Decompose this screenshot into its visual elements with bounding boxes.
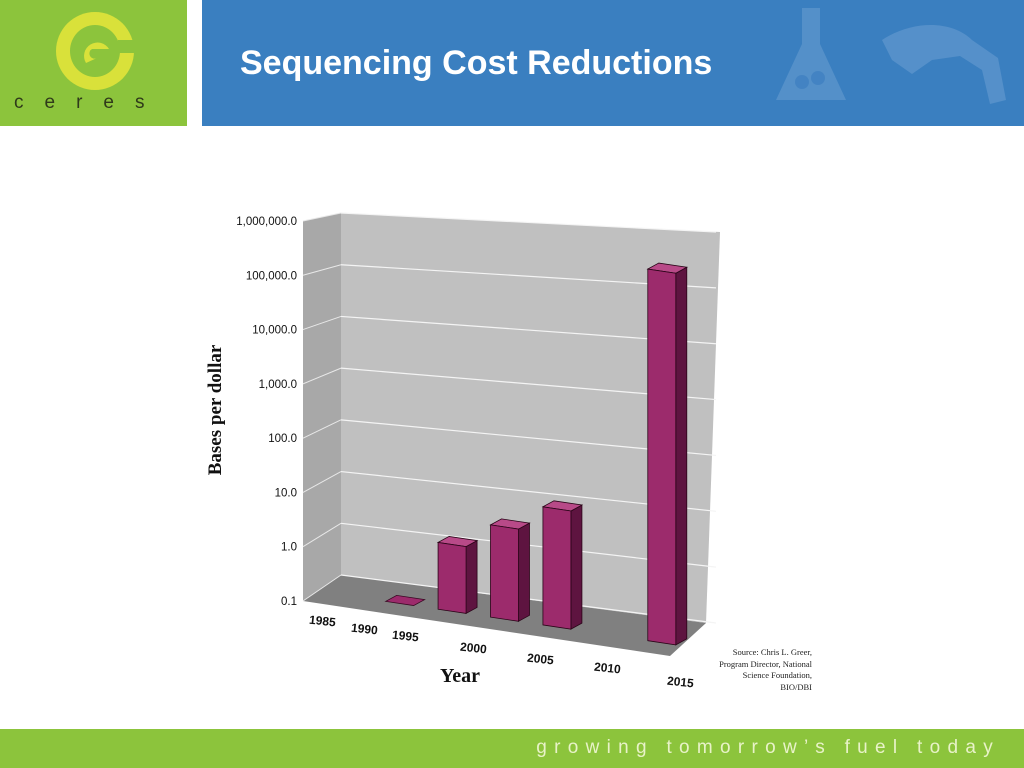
x-tick-label: 2005 [526, 651, 554, 668]
bar-side [518, 522, 530, 622]
bar-2015 [646, 262, 689, 646]
x-tick-label: 2010 [593, 660, 621, 677]
bar-top [384, 594, 426, 606]
x-tick-label: 2000 [459, 640, 487, 657]
y-tick-label: 10.0 [275, 487, 297, 499]
gridline-side [302, 419, 342, 439]
y-tick-label: 1,000,000.0 [236, 216, 297, 228]
ceres-logo-icon [56, 12, 138, 90]
gridline-side [302, 574, 342, 602]
bar-front [437, 541, 467, 614]
bar-front [490, 524, 519, 622]
bar-front [647, 268, 677, 646]
header-bar: Sequencing Cost Reductions [202, 0, 1024, 126]
footer-bar: growing tomorrow’s fuel today [0, 729, 1024, 768]
bar-side [570, 504, 583, 630]
y-tick-label: 100,000.0 [246, 270, 297, 282]
y-axis-ticks: 0.1 1.0 10.0 100.0 1,000.0 10,000.0 100,000.0 1… [236, 216, 297, 608]
x-tick-label: 1990 [350, 621, 378, 638]
chart-bars [384, 262, 689, 646]
gridline [340, 212, 717, 233]
gridline-side [302, 471, 342, 493]
x-tick-label: 1995 [391, 628, 419, 645]
gridline-side [302, 315, 342, 331]
gridline-side [302, 367, 342, 385]
x-tick-label: 1985 [308, 613, 336, 630]
ceres-logo: ceres [0, 0, 187, 126]
slide-title: Sequencing Cost Reductions [240, 44, 713, 82]
y-tick-label: 10,000.0 [252, 325, 297, 337]
bar-side [675, 266, 688, 646]
y-tick-label: 1,000.0 [259, 379, 297, 391]
bar-2000 [489, 518, 531, 622]
bar-1990 [384, 594, 426, 606]
fuel-nozzle-icon [882, 25, 1006, 104]
header-decoration [776, 8, 1006, 104]
bar-2005 [541, 500, 584, 630]
chart-back-wall [341, 213, 720, 623]
y-axis-label: Bases per dollar [205, 344, 226, 475]
bar-1995 [436, 536, 479, 615]
bar-side [465, 539, 478, 615]
tagline: growing tomorrow’s fuel today [536, 737, 1000, 758]
x-axis-ticks: 1985 1990 1995 2000 2005 2010 2015 [308, 613, 694, 691]
source-note: Source: Chris L. Greer, Program Director… [719, 647, 812, 692]
y-tick-label: 0.1 [281, 596, 297, 608]
logo-wordmark: ceres [14, 92, 166, 113]
chart-side-wall [303, 213, 341, 601]
flask-icon [776, 8, 846, 100]
gridline-side [302, 212, 342, 222]
bar-front [542, 506, 572, 630]
y-tick-label: 100.0 [268, 433, 297, 445]
gridline-side [302, 264, 342, 276]
gridline-side [302, 522, 342, 548]
y-tick-label: 1.0 [281, 542, 297, 554]
x-axis-label: Year [440, 665, 480, 687]
x-tick-label: 2015 [666, 674, 694, 691]
